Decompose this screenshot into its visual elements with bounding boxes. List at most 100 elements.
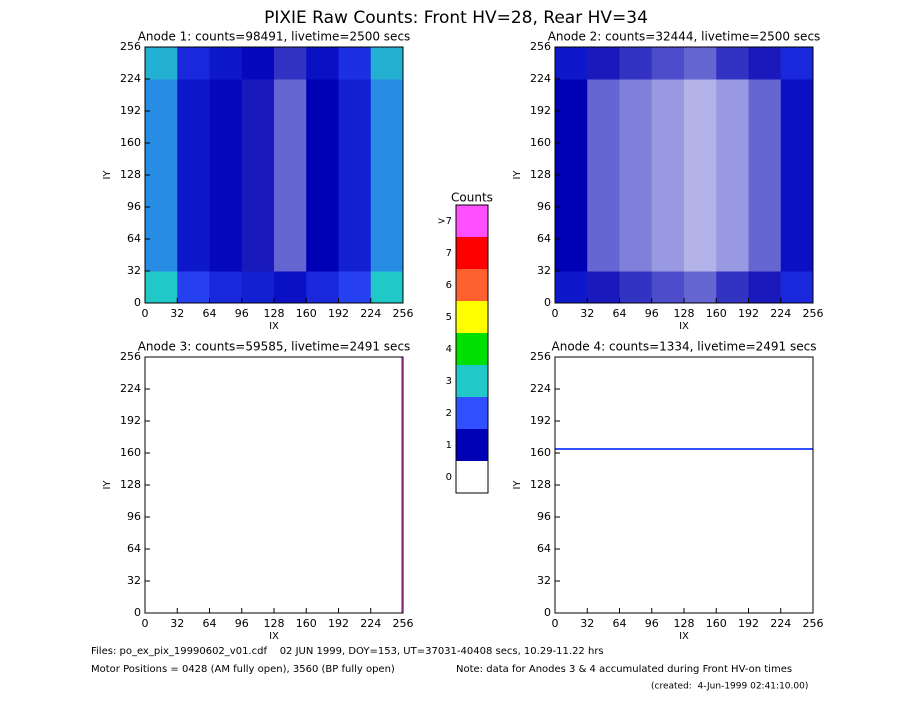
y-tick-label: 192 [120, 414, 141, 427]
x-tick-label: 224 [360, 617, 381, 630]
heatmap-cell [338, 239, 372, 272]
heatmap-cell [306, 111, 339, 144]
heatmap-cell [241, 207, 275, 240]
heatmap-cell [555, 239, 588, 272]
y-tick-label: 160 [120, 136, 141, 149]
x-tick-label: 64 [613, 617, 627, 630]
x-axis-label: IX [679, 631, 689, 642]
heatmap-cell [241, 239, 275, 272]
y-tick-label: 96 [537, 200, 551, 213]
heatmap-cell [619, 175, 653, 208]
y-tick-label: 0 [134, 606, 141, 619]
x-tick-label: 160 [706, 307, 727, 320]
heatmap-cell [619, 239, 653, 272]
heatmap-cell [370, 111, 404, 144]
heatmap-cell [780, 175, 814, 208]
heatmap-cell [370, 239, 404, 272]
heatmap-cell [651, 143, 685, 176]
heatmap-cell [241, 143, 275, 176]
heatmap-cell [177, 175, 210, 208]
heatmap-cell [555, 271, 588, 304]
heatmap-cell [274, 271, 307, 304]
heatmap-cell [716, 111, 749, 144]
colorbar-title: Counts [451, 191, 493, 205]
y-tick-label: 128 [530, 168, 551, 181]
y-tick-label: 64 [537, 232, 551, 245]
heatmap-cell [306, 239, 339, 272]
y-tick-label: 160 [120, 446, 141, 459]
heatmap-cell [145, 79, 178, 112]
heatmap-cell [370, 175, 404, 208]
x-tick-label: 224 [360, 307, 381, 320]
heatmap-cell [587, 207, 620, 240]
panel-title: Anode 2: counts=32444, livetime=2500 sec… [548, 30, 821, 44]
heatmap-cell [587, 79, 620, 112]
x-axis-label: IX [269, 321, 279, 332]
heatmap-cell [748, 111, 782, 144]
heatmap-cell [338, 143, 372, 176]
heatmap-cell [209, 175, 243, 208]
heatmap-cell [338, 111, 372, 144]
heatmap-cell [306, 207, 339, 240]
heatmap-cell [209, 47, 243, 80]
heatmap-cell [306, 47, 339, 80]
heatmap-cell [651, 79, 685, 112]
colorbar-swatch [456, 365, 488, 397]
y-tick-label: 32 [127, 264, 141, 277]
heatmap-cell [684, 239, 717, 272]
x-tick-label: 192 [328, 307, 349, 320]
heatmap-cell [780, 47, 814, 80]
heatmap-cell [145, 271, 178, 304]
heatmap-cell [684, 79, 717, 112]
y-tick-label: 128 [120, 168, 141, 181]
x-tick-label: 0 [552, 307, 559, 320]
heatmap-cell [177, 239, 210, 272]
heatmap-cell [716, 143, 749, 176]
x-tick-label: 96 [645, 307, 659, 320]
heatmap-cell [716, 175, 749, 208]
x-tick-label: 256 [803, 307, 824, 320]
heatmap-cell [274, 207, 307, 240]
heatmap-cell [209, 79, 243, 112]
y-axis-label: IY [512, 480, 523, 490]
heatmap-cell [370, 271, 404, 304]
heatmap-cell [306, 175, 339, 208]
x-tick-label: 256 [393, 617, 414, 630]
heatmap-cell [338, 207, 372, 240]
heatmap-cell [306, 271, 339, 304]
x-tick-label: 128 [674, 617, 695, 630]
heatmap-cell [145, 207, 178, 240]
heatmap-cell [748, 79, 782, 112]
heatmap-cell [684, 111, 717, 144]
heatmap-cell [587, 271, 620, 304]
heatmap-cell [619, 79, 653, 112]
x-tick-label: 192 [328, 617, 349, 630]
colorbar-swatch [456, 333, 488, 365]
heatmap-cell [684, 271, 717, 304]
panel-title: Anode 4: counts=1334, livetime=2491 secs [552, 340, 817, 354]
heatmap-cell [587, 47, 620, 80]
heatmap-cell [338, 175, 372, 208]
colorbar-label: 7 [446, 248, 452, 259]
heatmap-cell [555, 207, 588, 240]
heatmap-cell [370, 207, 404, 240]
heatmap-cell [241, 175, 275, 208]
colorbar-swatch [456, 397, 488, 429]
x-tick-label: 128 [264, 307, 285, 320]
x-tick-label: 128 [264, 617, 285, 630]
heatmap-cell [145, 143, 178, 176]
x-tick-label: 64 [203, 617, 217, 630]
x-tick-label: 0 [142, 307, 149, 320]
colorbar-label: 0 [446, 472, 452, 483]
y-tick-label: 192 [120, 104, 141, 117]
heatmap-cell [587, 143, 620, 176]
y-tick-label: 0 [544, 296, 551, 309]
y-tick-label: 64 [127, 232, 141, 245]
heatmap-cell [780, 239, 814, 272]
heatmap-cell [587, 111, 620, 144]
x-tick-label: 32 [170, 307, 184, 320]
colorbar-swatch [456, 237, 488, 269]
x-tick-label: 160 [706, 617, 727, 630]
heatmap-cell [241, 111, 275, 144]
heatmap-cell [209, 143, 243, 176]
